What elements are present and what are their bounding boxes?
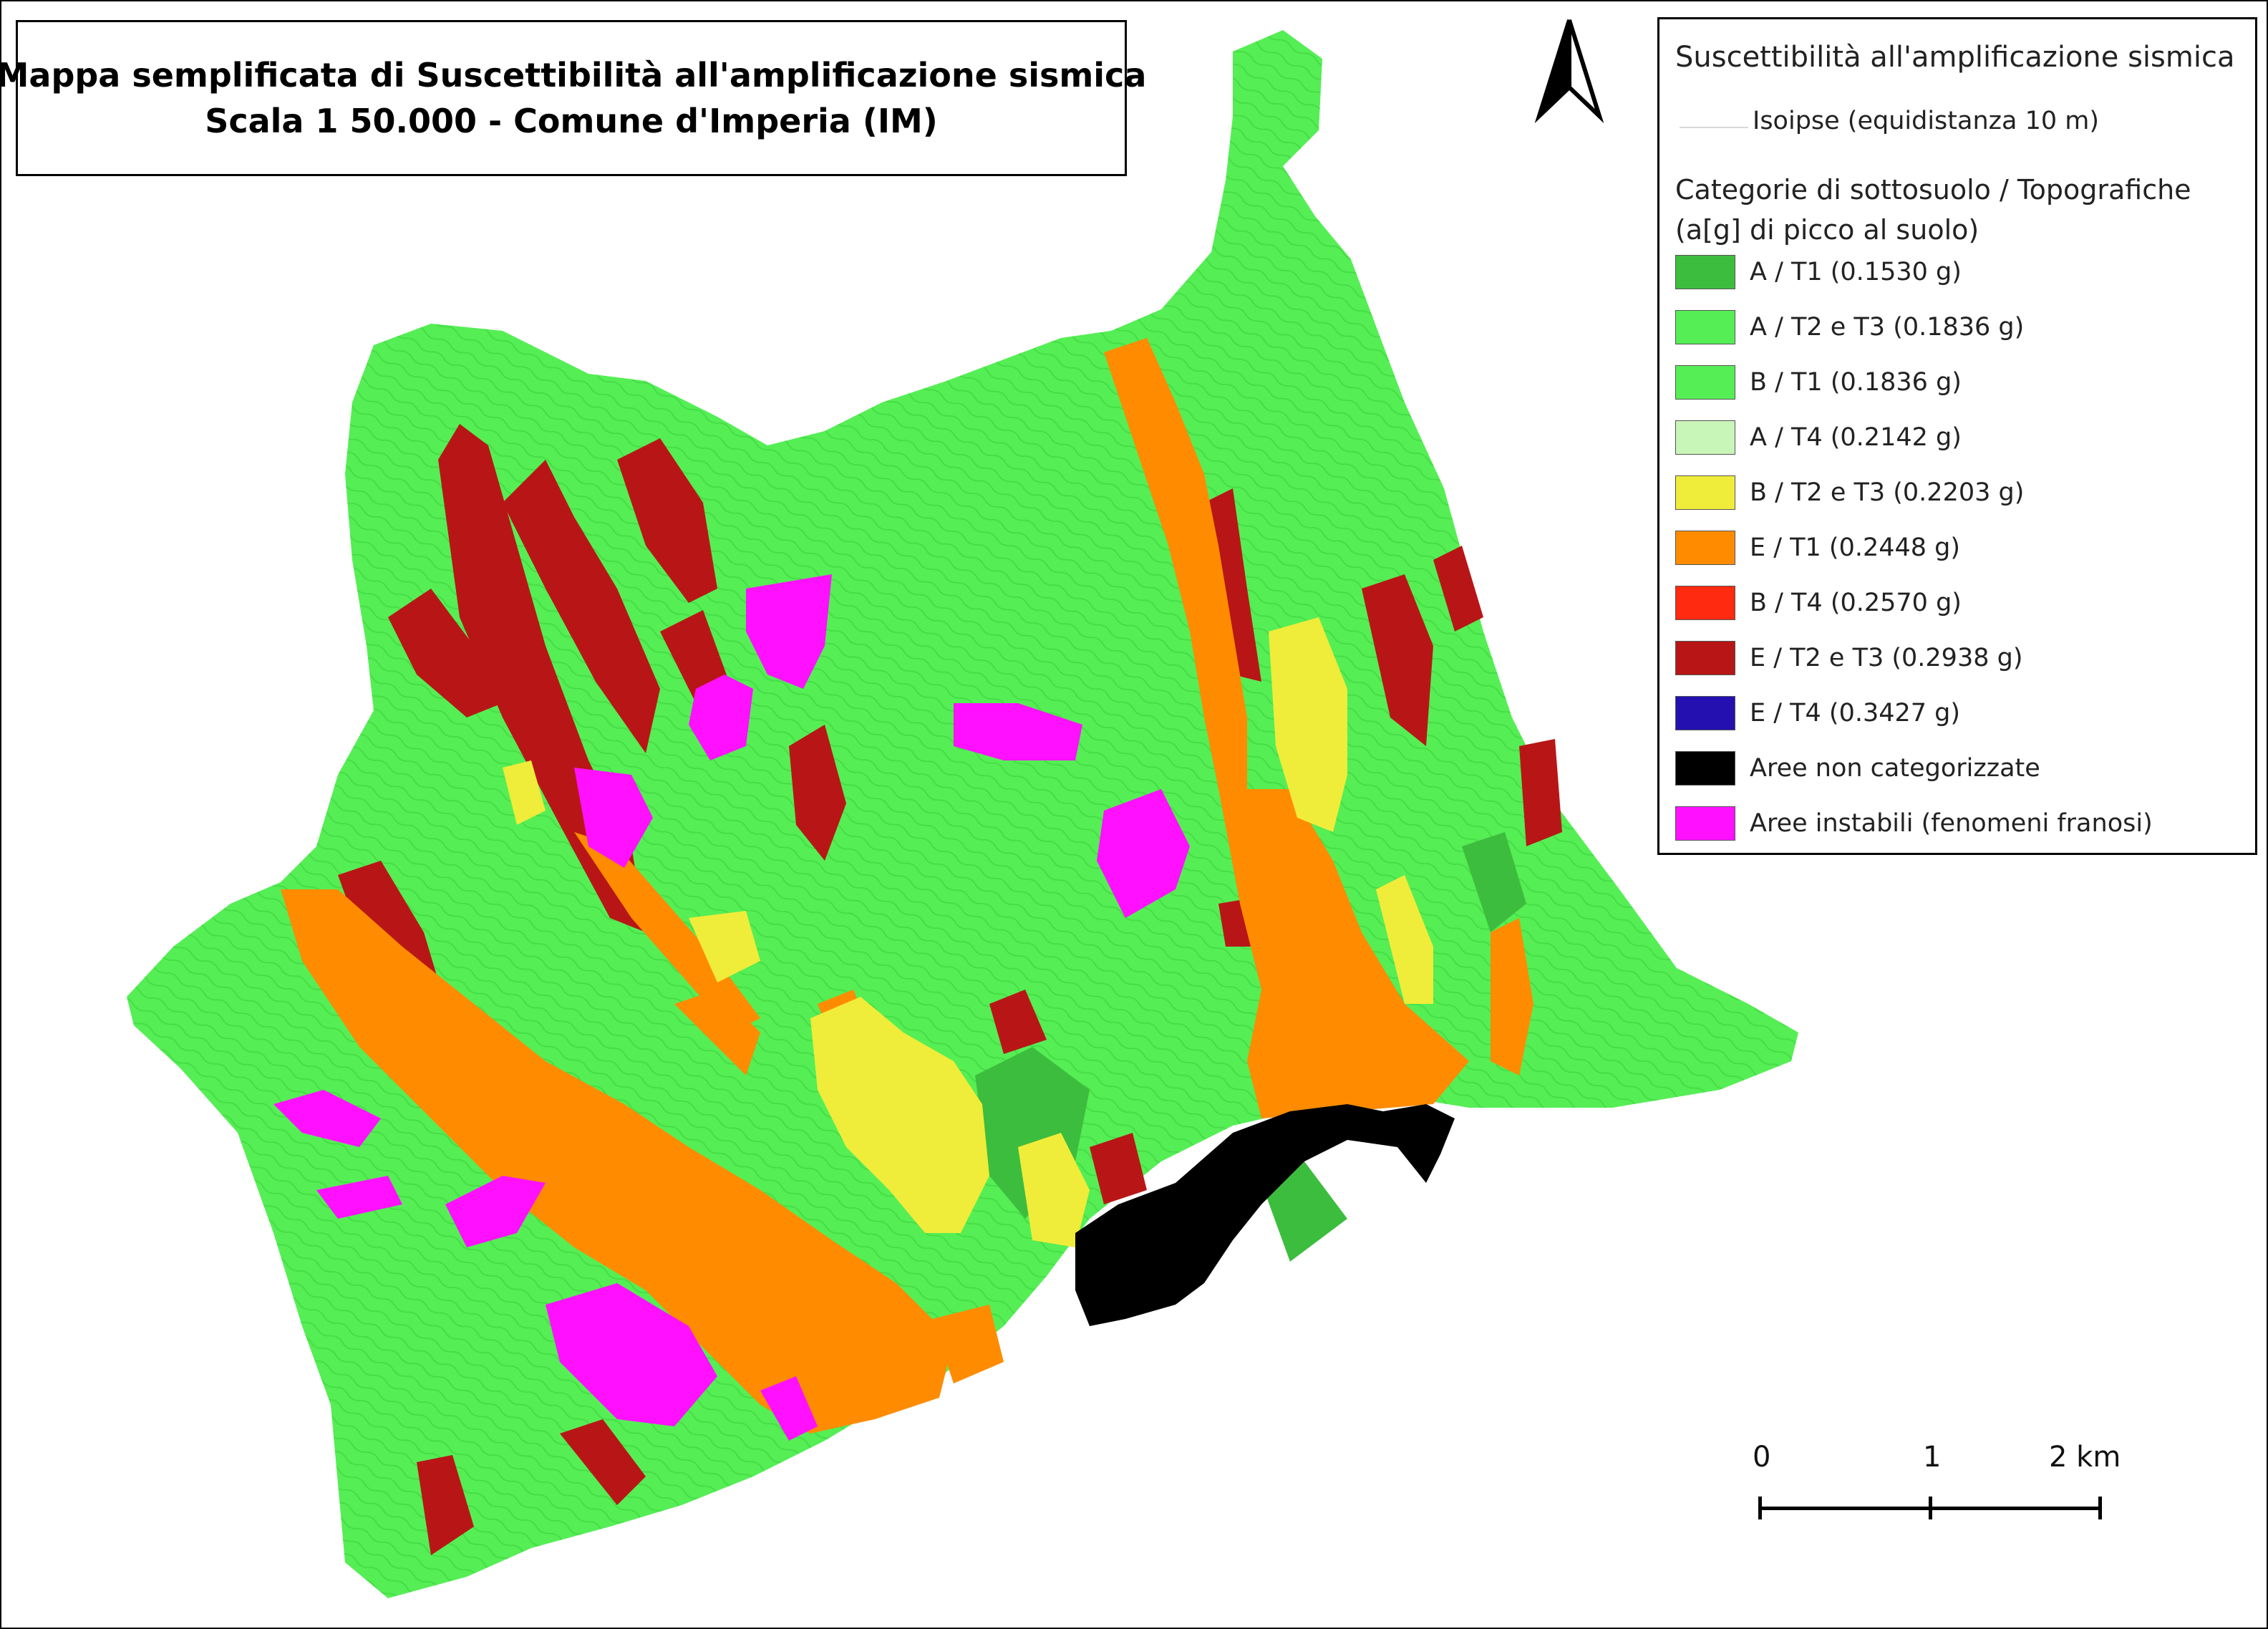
legend-title: Suscettibilità all'amplificazione sismic… — [1675, 41, 2235, 74]
legend-panel: Suscettibilità all'amplificazione sismic… — [1657, 17, 2257, 855]
landslide-zones — [273, 574, 1190, 1441]
legend-item: A / T2 e T3 (0.1836 g) — [1675, 309, 2024, 345]
category-title: Categorie di sottosuolo / Topografiche (… — [1675, 170, 2191, 250]
legend-item: B / T4 (0.2570 g) — [1675, 585, 1962, 621]
legend-item: A / T4 (0.2142 g) — [1675, 420, 1962, 455]
scale-tick — [2098, 1497, 2102, 1519]
legend-item: Aree instabili (fenomeni franosi) — [1675, 806, 2153, 841]
legend-swatch — [1675, 531, 1735, 565]
legend-swatch — [1675, 310, 1735, 344]
uncategorized-coastal-area — [1075, 1104, 1455, 1326]
scale-label-2: 2 km — [2049, 1441, 2121, 1474]
legend-swatch — [1675, 586, 1735, 620]
legend-item-label: B / T1 (0.1836 g) — [1750, 368, 1962, 397]
legend-swatch — [1675, 696, 1735, 730]
map-title-box: Mappa semplificata di Suscettibilità all… — [1, 20, 1146, 176]
legend-item-label: E / T2 e T3 (0.2938 g) — [1750, 644, 2023, 672]
legend-swatch — [1675, 475, 1735, 510]
legend-swatch — [1675, 365, 1735, 400]
map-title-line1: Mappa semplificata di Suscettibilità all… — [0, 56, 1147, 95]
red-slope-zones — [338, 424, 1562, 1555]
legend-item: E / T2 e T3 (0.2938 g) — [1675, 640, 2022, 676]
legend-swatch — [1675, 641, 1735, 675]
legend-item-label: E / T1 (0.2448 g) — [1750, 533, 1961, 562]
yellow-zones — [503, 617, 1433, 1247]
legend-item-label: Aree instabili (fenomeni franosi) — [1750, 809, 2153, 838]
legend-item-label: B / T4 (0.2570 g) — [1750, 589, 1962, 617]
legend-item-label: Aree non categorizzate — [1750, 754, 2040, 783]
scale-tick — [1758, 1497, 1762, 1519]
legend-item: E / T1 (0.2448 g) — [1675, 530, 1960, 566]
legend-item-label: A / T2 e T3 (0.1836 g) — [1750, 313, 2025, 342]
scale-label-0: 0 — [1753, 1441, 1771, 1474]
legend-swatch — [1675, 420, 1735, 455]
map-title-line2: Scala 1 50.000 - Comune d'Imperia (IM) — [205, 102, 938, 140]
legend-item-label: E / T4 (0.3427 g) — [1750, 699, 1961, 728]
legend-item-label: B / T2 e T3 (0.2203 g) — [1750, 478, 2025, 507]
category-title-line2: (a[g] di picco al suolo) — [1675, 214, 1979, 246]
legend-item: A / T1 (0.1530 g) — [1675, 254, 1962, 290]
scale-tick — [1929, 1497, 1932, 1519]
scale-bar: 0 1 2 km — [1741, 1441, 2121, 1534]
isoline-swatch — [1680, 127, 1748, 128]
legend-item: B / T2 e T3 (0.2203 g) — [1675, 475, 2024, 511]
isoline-label: Isoipse (equidistanza 10 m) — [1753, 107, 2100, 135]
legend-item-label: A / T1 (0.1530 g) — [1750, 258, 1962, 286]
legend-item: Aree non categorizzate — [1675, 750, 2040, 786]
scale-label-1: 1 — [1923, 1441, 1942, 1474]
category-title-line1: Categorie di sottosuolo / Topografiche — [1675, 174, 2191, 206]
legend-swatch — [1675, 255, 1735, 289]
legend-item-label: A / T4 (0.2142 g) — [1750, 423, 1962, 452]
legend-swatch — [1675, 751, 1735, 786]
north-arrow-icon — [1534, 19, 1604, 123]
legend-item: E / T4 (0.3427 g) — [1675, 695, 1960, 731]
legend-item: B / T1 (0.1836 g) — [1675, 364, 1962, 400]
legend-swatch — [1675, 806, 1735, 841]
